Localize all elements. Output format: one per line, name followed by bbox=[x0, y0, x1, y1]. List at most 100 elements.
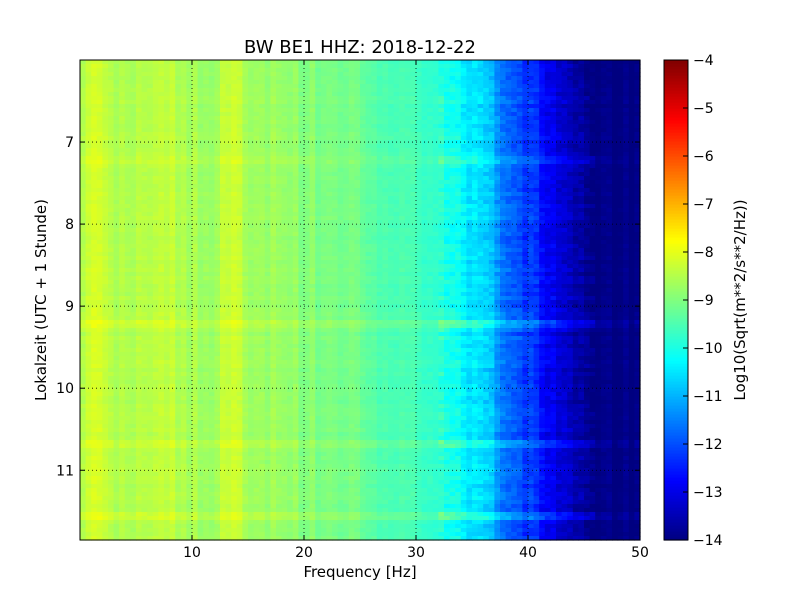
heatmap-cell bbox=[606, 160, 613, 165]
heatmap-cell bbox=[606, 224, 613, 229]
heatmap-cell bbox=[382, 80, 389, 85]
heatmap-cell bbox=[136, 112, 143, 117]
heatmap-cell bbox=[130, 100, 137, 105]
heatmap-cell bbox=[444, 228, 451, 233]
heatmap-cell bbox=[197, 148, 204, 153]
heatmap-cell bbox=[259, 204, 266, 209]
heatmap-cell bbox=[544, 152, 551, 157]
heatmap-cell bbox=[612, 116, 619, 121]
heatmap-cell bbox=[264, 196, 271, 201]
heatmap-cell bbox=[214, 244, 221, 249]
heatmap-cell bbox=[533, 212, 540, 217]
heatmap-cell bbox=[214, 256, 221, 261]
heatmap-cell bbox=[343, 232, 350, 237]
heatmap-cell bbox=[466, 68, 473, 73]
heatmap-cell bbox=[175, 248, 182, 253]
heatmap-cell bbox=[539, 100, 546, 105]
heatmap-cell bbox=[91, 176, 98, 181]
heatmap-cell bbox=[309, 64, 316, 69]
heatmap-cell bbox=[634, 148, 641, 153]
heatmap-cell bbox=[427, 236, 434, 241]
heatmap-cell bbox=[399, 76, 406, 81]
heatmap-cell bbox=[220, 96, 227, 101]
heatmap-cell bbox=[533, 76, 540, 81]
heatmap-cell bbox=[360, 60, 367, 65]
heatmap-cell bbox=[102, 204, 109, 209]
heatmap-cell bbox=[404, 80, 411, 85]
heatmap-cell bbox=[505, 144, 512, 149]
heatmap-cell bbox=[511, 100, 518, 105]
heatmap-cell bbox=[528, 124, 535, 129]
heatmap-cell bbox=[623, 132, 630, 137]
heatmap-cell bbox=[511, 192, 518, 197]
heatmap-cell bbox=[584, 232, 591, 237]
heatmap-cell bbox=[427, 144, 434, 149]
heatmap-cell bbox=[617, 236, 624, 241]
heatmap-cell bbox=[466, 112, 473, 117]
heatmap-cell bbox=[578, 92, 585, 97]
heatmap-cell bbox=[147, 248, 154, 253]
heatmap-cell bbox=[595, 216, 602, 221]
heatmap-cell bbox=[634, 228, 641, 233]
heatmap-cell bbox=[500, 156, 507, 161]
heatmap-cell bbox=[337, 200, 344, 205]
heatmap-cell bbox=[539, 104, 546, 109]
heatmap-cell bbox=[108, 128, 115, 133]
heatmap-cell bbox=[494, 72, 501, 77]
heatmap-cell bbox=[259, 128, 266, 133]
heatmap-cell bbox=[438, 64, 445, 69]
heatmap-cell bbox=[528, 156, 535, 161]
heatmap-cell bbox=[628, 116, 635, 121]
heatmap-cell bbox=[516, 104, 523, 109]
heatmap-cell bbox=[231, 64, 238, 69]
heatmap-cell bbox=[197, 132, 204, 137]
heatmap-cell bbox=[186, 128, 193, 133]
heatmap-cell bbox=[404, 100, 411, 105]
heatmap-cell bbox=[348, 256, 355, 261]
heatmap-cell bbox=[136, 168, 143, 173]
heatmap-cell bbox=[113, 156, 120, 161]
heatmap-cell bbox=[500, 68, 507, 73]
heatmap-cell bbox=[388, 172, 395, 177]
heatmap-cell bbox=[264, 128, 271, 133]
heatmap-cell bbox=[382, 204, 389, 209]
heatmap-cell bbox=[438, 228, 445, 233]
heatmap-cell bbox=[287, 144, 294, 149]
heatmap-cell bbox=[124, 216, 131, 221]
heatmap-cell bbox=[276, 152, 283, 157]
heatmap-cell bbox=[460, 168, 467, 173]
heatmap-cell bbox=[186, 116, 193, 121]
heatmap-cell bbox=[628, 244, 635, 249]
heatmap-cell bbox=[136, 124, 143, 129]
heatmap-cell bbox=[612, 136, 619, 141]
heatmap-cell bbox=[500, 180, 507, 185]
heatmap-cell bbox=[208, 152, 215, 157]
heatmap-cell bbox=[292, 240, 299, 245]
heatmap-cell bbox=[141, 124, 148, 129]
heatmap-cell bbox=[315, 172, 322, 177]
heatmap-cell bbox=[113, 72, 120, 77]
heatmap-cell bbox=[421, 188, 428, 193]
heatmap-cell bbox=[298, 88, 305, 93]
heatmap-cell bbox=[556, 204, 563, 209]
heatmap-cell bbox=[550, 212, 557, 217]
heatmap-cell bbox=[304, 120, 311, 125]
heatmap-cell bbox=[141, 120, 148, 125]
heatmap-cell bbox=[242, 104, 249, 109]
heatmap-cell bbox=[444, 84, 451, 89]
heatmap-cell bbox=[231, 244, 238, 249]
heatmap-cell bbox=[192, 176, 199, 181]
heatmap-cell bbox=[421, 76, 428, 81]
heatmap-cell bbox=[539, 108, 546, 113]
heatmap-cell bbox=[371, 108, 378, 113]
heatmap-cell bbox=[399, 80, 406, 85]
heatmap-cell bbox=[544, 80, 551, 85]
heatmap-cell bbox=[516, 144, 523, 149]
heatmap-cell bbox=[287, 200, 294, 205]
heatmap-cell bbox=[242, 208, 249, 213]
heatmap-cell bbox=[634, 60, 641, 65]
heatmap-cell bbox=[500, 224, 507, 229]
heatmap-cell bbox=[444, 200, 451, 205]
heatmap-cell bbox=[281, 176, 288, 181]
heatmap-cell bbox=[410, 212, 417, 217]
